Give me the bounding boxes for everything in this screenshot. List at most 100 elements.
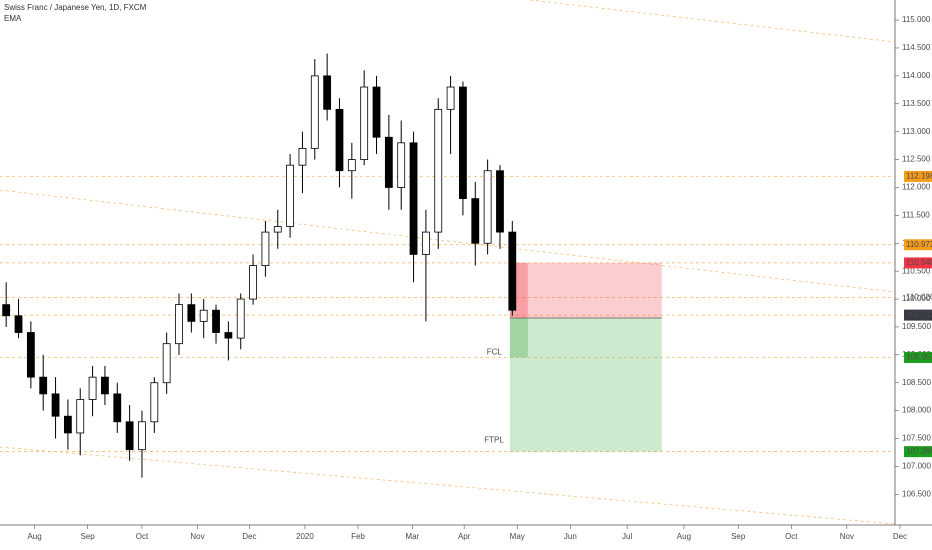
y-tick-label: 109.500 bbox=[902, 322, 931, 331]
y-tick-label: 106.500 bbox=[902, 489, 931, 498]
candle-body bbox=[138, 421, 146, 451]
candle-body bbox=[162, 343, 171, 384]
price-label: 108.953 bbox=[906, 353, 932, 362]
candle-body bbox=[2, 304, 11, 317]
candle-body bbox=[212, 309, 220, 333]
candle-body bbox=[175, 304, 183, 345]
ftpl-label: FTPL bbox=[484, 436, 504, 445]
candle-body bbox=[39, 376, 48, 395]
drawings bbox=[0, 0, 896, 525]
x-tick-label: Apr bbox=[458, 532, 471, 541]
candle-body bbox=[125, 421, 134, 451]
candle-body bbox=[310, 75, 319, 149]
x-tick-label: Dec bbox=[893, 532, 907, 541]
price-label: 110.973 bbox=[906, 240, 932, 249]
price-badge bbox=[904, 170, 932, 182]
x-tick-label: Dec bbox=[242, 532, 256, 541]
time-axis bbox=[0, 525, 895, 550]
candle-body bbox=[459, 86, 467, 200]
price-label: 110.026 bbox=[906, 293, 932, 302]
price-badge bbox=[904, 257, 932, 269]
x-tick-label: Mar bbox=[405, 532, 419, 541]
candle-body bbox=[421, 231, 430, 255]
y-tick-label: 108.500 bbox=[902, 378, 931, 387]
candle-body bbox=[14, 315, 23, 333]
candle-body bbox=[471, 198, 480, 244]
candle-body bbox=[496, 170, 504, 233]
candle-body bbox=[113, 393, 122, 423]
x-tick-label: Feb bbox=[351, 532, 365, 541]
y-tick-label: 113.500 bbox=[902, 99, 931, 108]
x-tick-label: Aug bbox=[677, 532, 691, 541]
indicator-label: EMA bbox=[4, 14, 22, 23]
x-tick-label: Oct bbox=[136, 532, 149, 541]
price-label: 112.198 bbox=[906, 172, 932, 181]
candle-body bbox=[335, 108, 344, 172]
x-tick-label: Sep bbox=[81, 532, 96, 541]
y-tick-label: 110.000 bbox=[902, 294, 931, 303]
candle-body bbox=[372, 86, 381, 138]
y-tick-label: 114.000 bbox=[902, 71, 931, 80]
x-tick-label: Oct bbox=[785, 532, 798, 541]
x-tick-label: Nov bbox=[840, 532, 854, 541]
candle-body bbox=[76, 399, 85, 434]
candle-body bbox=[187, 304, 196, 322]
trend-line bbox=[529, 0, 896, 43]
chart-title: Swiss Franc / Japanese Yen, 1D, FXCM bbox=[4, 3, 147, 12]
y-tick-label: 112.500 bbox=[902, 155, 931, 164]
target-zone bbox=[509, 318, 662, 452]
candle-body bbox=[483, 170, 492, 244]
fcl-label: FCL bbox=[487, 348, 503, 357]
y-tick-label: 107.500 bbox=[902, 434, 931, 443]
price-badge bbox=[904, 351, 932, 363]
candle-body bbox=[199, 309, 208, 322]
price-badge bbox=[904, 446, 932, 458]
candle-body bbox=[63, 415, 72, 434]
stop-zone bbox=[509, 262, 662, 319]
y-tick-label: 111.500 bbox=[902, 210, 930, 219]
candle-body bbox=[101, 376, 109, 395]
x-tick-label: Sep bbox=[731, 532, 746, 541]
x-tick-label: Jul bbox=[622, 532, 632, 541]
y-tick-label: 110.500 bbox=[902, 266, 931, 275]
candle-body bbox=[384, 136, 393, 188]
candle-body bbox=[508, 231, 517, 311]
trend-line bbox=[0, 446, 896, 525]
y-tick-label: 114.500 bbox=[902, 43, 931, 52]
x-tick-label: Nov bbox=[190, 532, 204, 541]
candle-body bbox=[298, 148, 307, 166]
partial-zone bbox=[509, 318, 528, 358]
candle-body bbox=[434, 108, 443, 233]
candle-body bbox=[360, 86, 369, 160]
candle-body bbox=[236, 298, 245, 339]
candle-body bbox=[261, 231, 270, 266]
candle-body bbox=[397, 142, 406, 188]
candle-body bbox=[26, 332, 35, 378]
candle-body bbox=[409, 142, 418, 255]
candle-body bbox=[446, 86, 455, 110]
price-badge bbox=[904, 309, 932, 321]
x-tick-label: May bbox=[510, 532, 525, 541]
x-tick-label: Aug bbox=[27, 532, 41, 541]
candle-body bbox=[286, 164, 295, 227]
y-tick-label: 108.000 bbox=[902, 406, 931, 415]
candle-body bbox=[347, 159, 356, 172]
price-axis bbox=[895, 0, 932, 550]
y-tick-label: 113.000 bbox=[902, 127, 931, 136]
price-label: 110.648 bbox=[906, 258, 932, 267]
trend-line bbox=[0, 189, 896, 293]
price-label: 109.712 bbox=[906, 310, 932, 319]
price-badge bbox=[904, 239, 932, 251]
candle-body bbox=[323, 75, 332, 110]
plot-area: FCL FTPL bbox=[0, 53, 895, 478]
candle-body bbox=[249, 265, 257, 300]
price-label: 107.265 bbox=[906, 447, 932, 456]
y-tick-label: 107.000 bbox=[902, 462, 931, 471]
axes: 106.500107.000107.500108.000108.500109.0… bbox=[27, 15, 932, 541]
candle-body bbox=[88, 376, 97, 400]
y-tick-label: 115.000 bbox=[902, 15, 931, 24]
x-tick-label: 2020 bbox=[296, 532, 314, 541]
candle-body bbox=[224, 332, 233, 339]
x-tick-label: Jun bbox=[564, 532, 577, 541]
